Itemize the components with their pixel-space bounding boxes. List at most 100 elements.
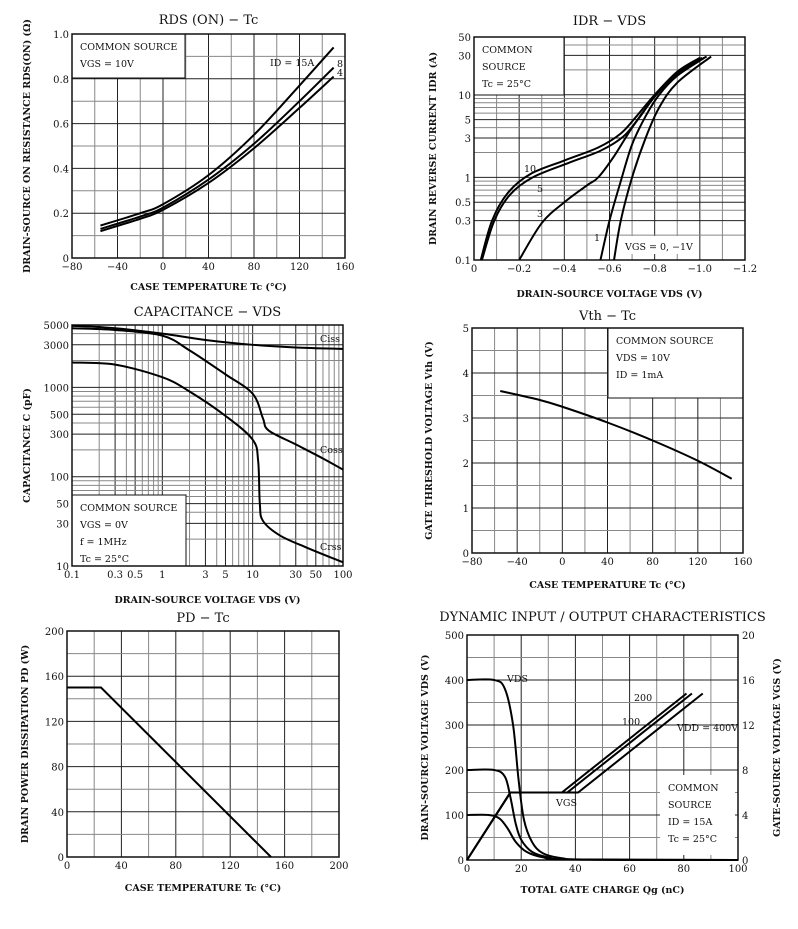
annotation-line: COMMON SOURCE (80, 42, 177, 53)
y-tick-label: 3000 (44, 341, 69, 352)
x-tick-label: 1 (159, 570, 165, 581)
series-label-vgs: VGS = 0, −1V (624, 242, 693, 253)
label-vdd-200: 200 (634, 693, 652, 704)
y-tick-label: 0 (58, 853, 64, 864)
annotation-line: VGS = 0V (79, 520, 128, 531)
x-tick-label: 80 (169, 861, 182, 872)
plot-frame (66, 630, 340, 858)
x-tick-label: −0.2 (507, 264, 531, 275)
label-vds: VDS (506, 674, 528, 685)
series-line-3 (518, 55, 708, 261)
annotation-line: ID = 15A (668, 817, 712, 828)
y2-axis-label: GATE-SOURCE VOLTAGE VGS (V) (772, 658, 783, 837)
y-axis-label: DRAIN-SOURCE VOLTAGE VDS (V) (420, 654, 431, 840)
x-tick-label: 20 (515, 864, 528, 875)
plot-frame (71, 33, 346, 259)
x-tick-label: 0 (64, 861, 70, 872)
chart-title: DYNAMIC INPUT / OUTPUT CHARACTERISTICS (439, 610, 766, 625)
y-tick-label: 80 (51, 763, 64, 774)
chart-title: PD − Tc (176, 611, 229, 626)
x-tick-label: 0 (160, 262, 166, 273)
x-tick-label: −1.2 (733, 264, 757, 275)
annotation-box (660, 775, 735, 855)
annotation-line: Tc = 25°C (668, 834, 717, 845)
label-vdd-400: VDD = 400V (676, 723, 738, 734)
y-tick-label: 160 (45, 672, 64, 683)
y-tick-label: 0 (458, 856, 464, 867)
y-tick-label: 0.4 (53, 164, 69, 175)
chart-title: CAPACITANCE − VDS (134, 305, 281, 320)
x-tick-label: −80 (61, 262, 82, 273)
annotation-line: f = 1MHz (80, 537, 127, 548)
y-tick-label: 0.8 (53, 75, 69, 86)
y-tick-label: 5000 (44, 321, 69, 332)
x-tick-label: 100 (333, 570, 352, 581)
annotation-box (607, 327, 744, 399)
y2-tick-label: 16 (742, 676, 755, 687)
y-tick-label: 200 (445, 766, 464, 777)
chart-pd: 0 40 80 120 160 200 0 40 80 120 160 200 PD − Tc CASE … (20, 611, 349, 894)
series-label-8: 8 (337, 59, 343, 70)
y-tick-label: 100 (445, 811, 464, 822)
series-line-ciss (71, 324, 344, 350)
x-tick-label: 160 (733, 557, 752, 568)
y-tick-label: 400 (445, 676, 464, 687)
x-tick-label: 40 (569, 864, 582, 875)
label-vgs: VGS (555, 798, 577, 809)
x-tick-label: 0.1 (64, 570, 80, 581)
y-tick-label: 300 (50, 430, 69, 441)
plot-frame (473, 36, 746, 261)
y-tick-label: 0.3 (455, 217, 471, 228)
y-tick-label: 5 (465, 116, 471, 127)
chart-idr: COMMON SOURCE Tc = 25°C 0 −0.2 −0.4 −0.6 −0.8 −1… (428, 14, 757, 300)
series-line-8 (100, 66, 335, 230)
series-line-vth (500, 390, 733, 480)
x-axis-label: CASE TEMPERATURE Tc (°C) (529, 580, 685, 591)
x-tick-label: 60 (623, 864, 636, 875)
annotation-line: COMMON SOURCE (80, 503, 177, 514)
x-tick-label: −1.0 (688, 264, 712, 275)
y-tick-label: 500 (445, 631, 464, 642)
annotation-box (71, 494, 187, 567)
y-axis-label: CAPACITANCE C (pF) (22, 388, 33, 503)
x-tick-label: 200 (329, 861, 348, 872)
y-tick-label: 5 (463, 324, 469, 335)
x-tick-label: −40 (507, 557, 528, 568)
x-tick-label: 40 (202, 262, 215, 273)
x-tick-label: −0.8 (643, 264, 667, 275)
y-tick-label: 30 (56, 519, 69, 530)
annotation-line: VGS = 10V (79, 59, 134, 70)
x-tick-label: −0.4 (552, 264, 576, 275)
y-tick-label: 500 (50, 410, 69, 421)
y-tick-label: 4 (463, 369, 469, 380)
x-tick-label: 0 (471, 264, 477, 275)
y-tick-label: 1 (463, 504, 469, 515)
series-label-crss: Crss (320, 542, 342, 553)
x-tick-label: 5 (222, 570, 228, 581)
series-label-3: 3 (537, 209, 543, 220)
x-tick-label: 0 (464, 864, 470, 875)
y-tick-label: 40 (51, 808, 64, 819)
y-tick-label: 3 (463, 414, 469, 425)
series-label-ciss: Ciss (320, 334, 340, 345)
y-tick-label: 0.2 (53, 209, 69, 220)
y-tick-label: 100 (50, 473, 69, 484)
y-tick-label: 50 (56, 500, 69, 511)
y2-tick-label: 0 (742, 856, 748, 867)
series-line-0-1 (613, 55, 712, 261)
y-tick-label: 2 (463, 459, 469, 470)
y-axis-label: GATE THRESHOLD VOLTAGE Vth (V) (424, 341, 435, 539)
x-tick-label: 80 (677, 864, 690, 875)
series-label-coss: Coss (320, 445, 343, 456)
x-axis-label: CASE TEMPERATURE Tc (°C) (125, 883, 281, 894)
x-tick-label: 120 (688, 557, 707, 568)
series-label-1: 1 (594, 233, 600, 244)
y-tick-label: 0.1 (455, 256, 471, 267)
y-tick-label: 1.0 (53, 30, 69, 41)
annotation-line: Tc = 25°C (80, 554, 129, 565)
x-tick-label: 120 (221, 861, 240, 872)
annotation-line: COMMON (668, 783, 719, 794)
y-axis-label: DRAIN-SOURCE ON RESISTANCE RDS(ON) (Ω) (22, 19, 33, 273)
